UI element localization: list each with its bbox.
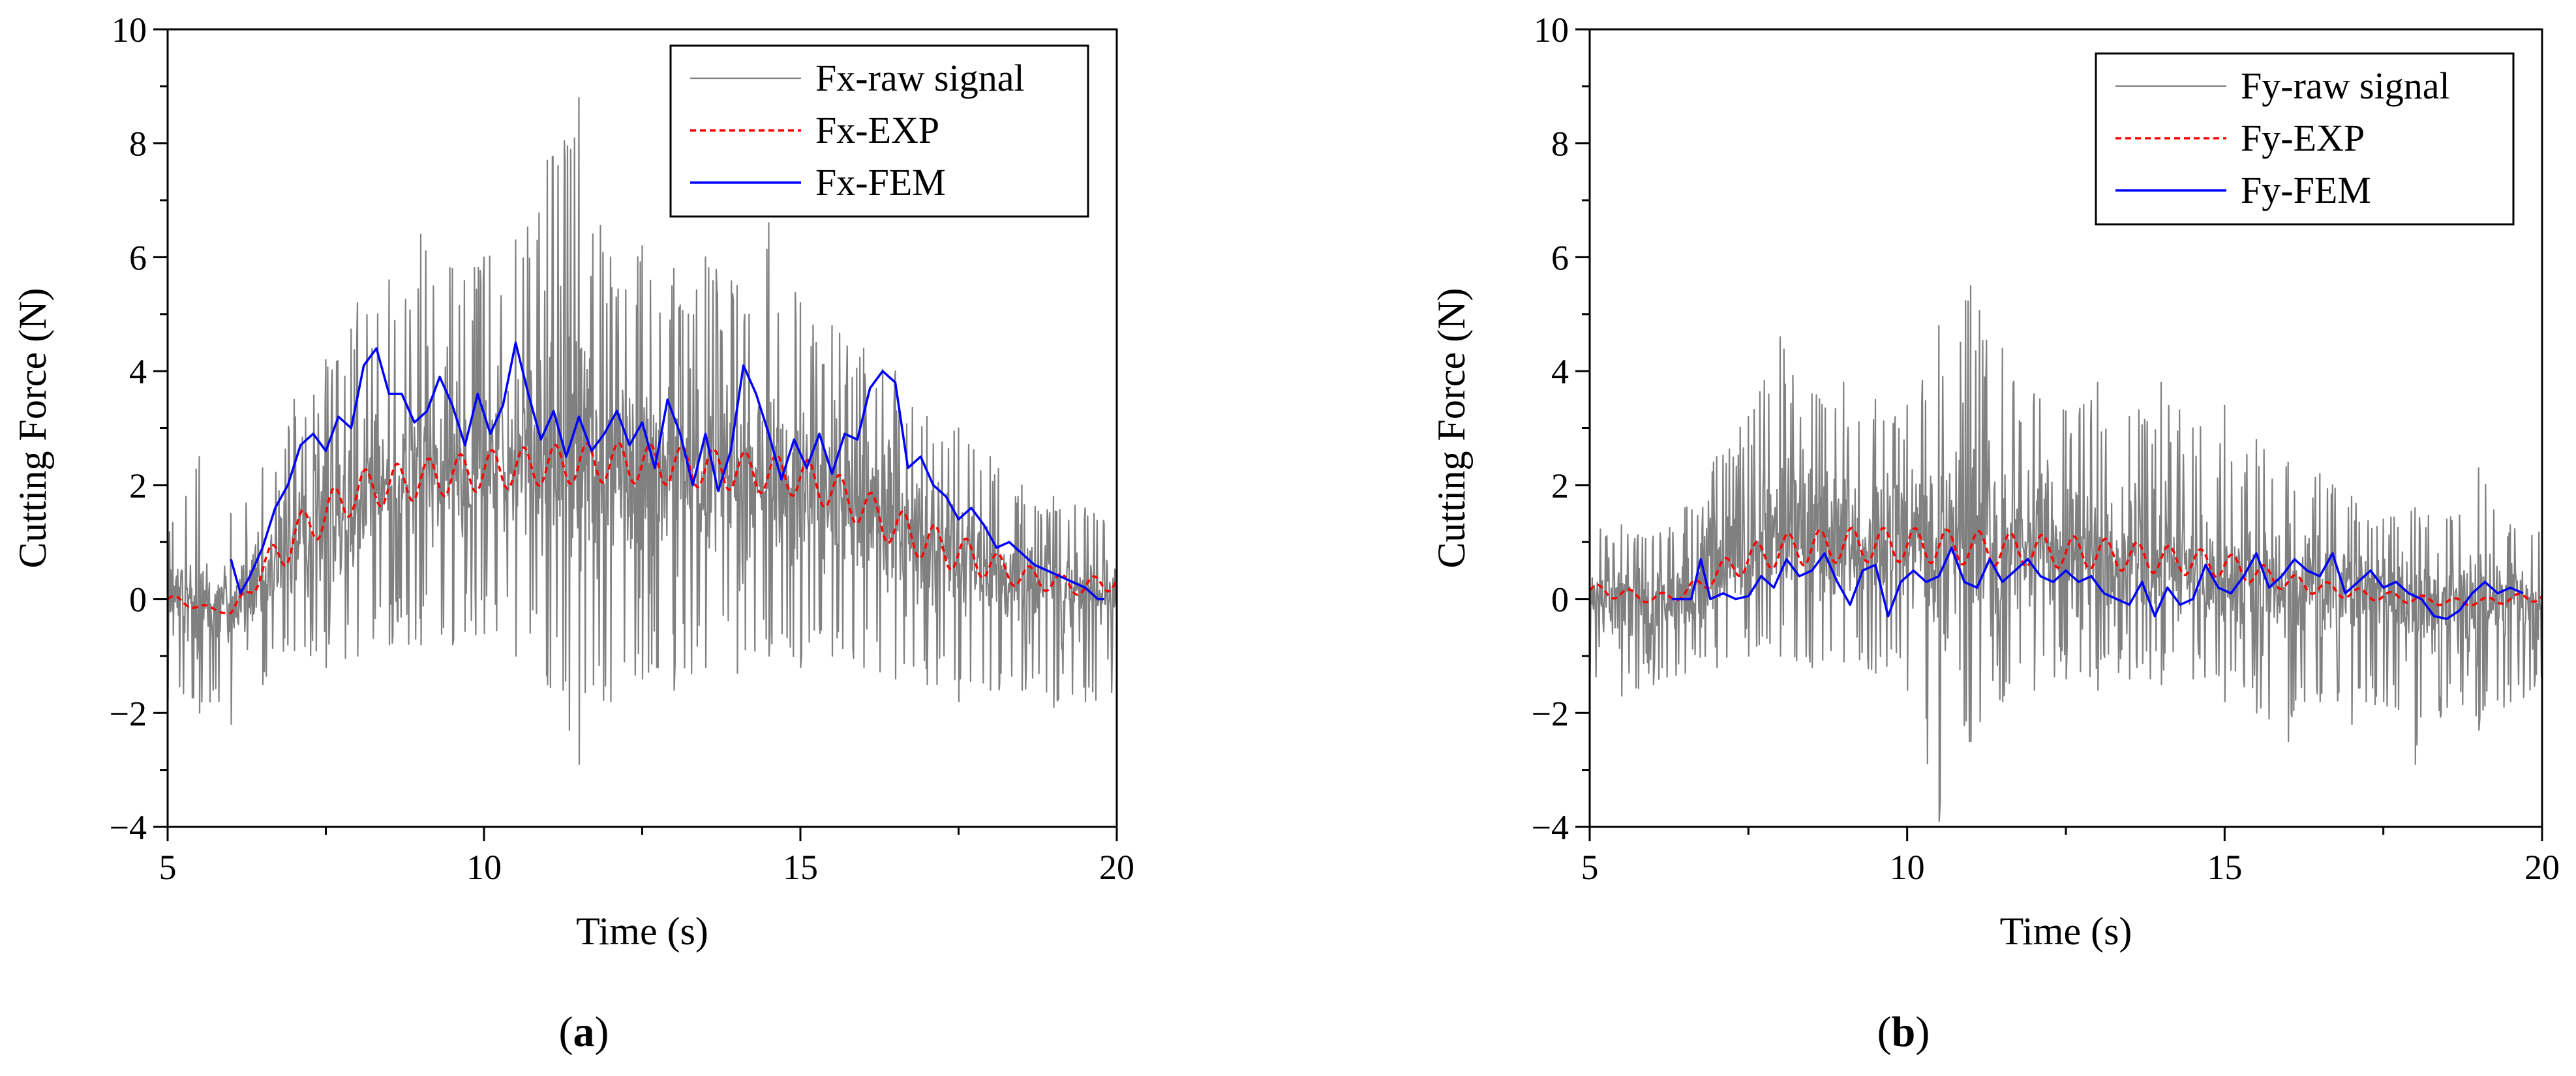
y-tick-label: −2 — [110, 694, 147, 733]
chart-panel-b: −4 −2 0 2 4 6 8 10 5 10 15 20 Time (s) Cutting Force … — [1288, 0, 2576, 1076]
x-axis-label: Time (s) — [2000, 910, 2132, 953]
y-tick-label: 2 — [129, 466, 147, 505]
y-tick-label: −2 — [1532, 694, 1569, 733]
y-tick-label: 2 — [1551, 466, 1569, 505]
y-tick-label: −4 — [1532, 808, 1569, 847]
y-tick-label: 10 — [1534, 10, 1569, 50]
y-tick-label: 8 — [129, 125, 147, 164]
plot-area — [168, 97, 1117, 765]
x-axis-label: Time (s) — [576, 910, 708, 953]
panel-label-b: (b) — [1877, 1008, 1930, 1056]
panel-label-a: (a) — [558, 1008, 609, 1056]
x-tick-label: 15 — [783, 848, 818, 887]
legend-label: Fy-EXP — [2241, 117, 2365, 159]
y-tick-label: 0 — [1551, 580, 1569, 620]
y-tick-label: −4 — [110, 808, 147, 847]
legend-label: Fx-FEM — [815, 161, 946, 203]
y-tick-label: 6 — [129, 238, 147, 277]
x-tick-label: 15 — [2207, 848, 2242, 887]
x-tick-label: 10 — [1890, 848, 1925, 887]
chart-a-svg: −4 −2 0 2 4 6 8 10 5 10 15 20 Time (s) Cutting Force … — [11, 10, 1134, 953]
series-line-fem — [230, 341, 1104, 601]
y-tick-label: 10 — [112, 10, 147, 50]
series-line-fem — [1672, 546, 2524, 620]
chart-panel-a: −4 −2 0 2 4 6 8 10 5 10 15 20 Time (s) Cutting Force … — [11, 10, 1134, 1056]
legend-label: Fy-raw signal — [2241, 65, 2450, 107]
y-tick-label: 4 — [1551, 352, 1569, 391]
series-line-exp — [1590, 526, 2542, 607]
y-tick-label: 0 — [129, 580, 147, 620]
plot-area — [1590, 285, 2542, 822]
legend-label: Fx-raw signal — [815, 57, 1025, 99]
x-tick-label: 20 — [2524, 848, 2560, 887]
x-tick-label: 10 — [466, 848, 502, 887]
series-line-exp — [168, 441, 1117, 615]
x-tick-label: 5 — [159, 848, 177, 887]
y-axis-label: Cutting Force (N) — [11, 288, 54, 569]
chart-b-svg: −4 −2 0 2 4 6 8 10 5 10 15 20 Time (s) Cutting Force … — [1430, 10, 2560, 953]
y-tick-label: 6 — [1551, 238, 1569, 277]
x-tick-label: 5 — [1581, 848, 1599, 887]
series-line-raw — [168, 97, 1117, 765]
x-tick-label: 20 — [1099, 848, 1134, 887]
y-tick-label: 8 — [1551, 125, 1569, 164]
y-axis-label: Cutting Force (N) — [1430, 288, 1473, 569]
y-tick-label: 4 — [129, 352, 147, 391]
series-line-raw — [1590, 285, 2542, 822]
legend: Fy-raw signal Fy-EXP Fy-FEM — [2095, 52, 2515, 226]
legend: Fx-raw signal Fx-EXP Fx-FEM — [669, 44, 1089, 218]
legend-label: Fx-EXP — [815, 109, 939, 151]
legend-label: Fy-FEM — [2241, 169, 2371, 211]
